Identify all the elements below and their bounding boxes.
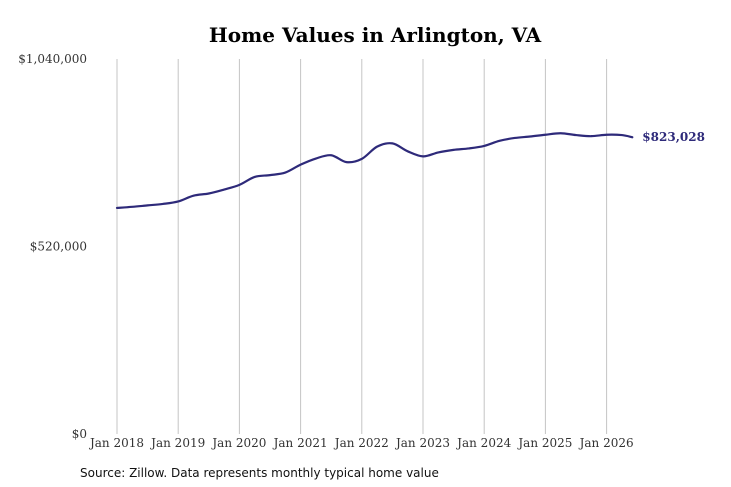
- x-tick-label-3: Jan 2021: [272, 436, 328, 450]
- y-tick-label-2: $1,040,000: [18, 52, 87, 66]
- y-tick-label-1: $520,000: [30, 240, 87, 254]
- y-axis-ticks: $0 $520,000 $1,040,000: [18, 52, 87, 441]
- x-tick-label-4: Jan 2022: [333, 436, 389, 450]
- chart-title: Home Values in Arlington, VA: [209, 23, 542, 47]
- x-tick-label-6: Jan 2024: [455, 436, 511, 450]
- gridlines: [116, 59, 608, 434]
- series-end-label-0: $823,028: [642, 130, 705, 144]
- x-tick-label-0: Jan 2018: [88, 436, 144, 450]
- source-note: Source: Zillow. Data represents monthly …: [80, 466, 439, 480]
- x-axis-ticks: Jan 2018 Jan 2019 Jan 2020 Jan 2021 Jan 2022…: [88, 436, 634, 450]
- x-tick-label-2: Jan 2020: [210, 436, 266, 450]
- x-tick-label-5: Jan 2023: [394, 436, 450, 450]
- series-layer: $823,028: [115, 130, 705, 210]
- x-tick-label-1: Jan 2019: [149, 436, 205, 450]
- x-tick-label-7: Jan 2025: [516, 436, 572, 450]
- series-line-0: [115, 132, 634, 210]
- x-tick-label-8: Jan 2026: [578, 436, 634, 450]
- y-tick-label-0: $0: [72, 427, 87, 441]
